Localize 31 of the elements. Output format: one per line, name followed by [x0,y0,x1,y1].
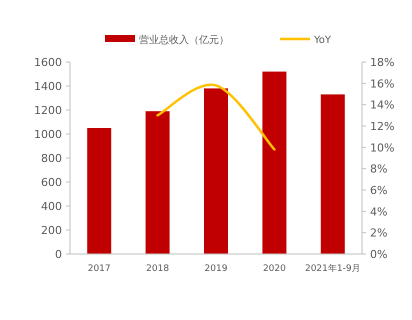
y-tick-label: 0 [55,248,62,261]
y2-tick-label: 10% [370,141,394,154]
bar [262,72,286,254]
x-tick-label: 2018 [146,264,170,274]
y-tick-label: 600 [41,176,62,189]
y-tick-label: 1600 [34,56,62,69]
bar [320,94,345,254]
y2-tick-label: 2% [370,226,388,240]
y2-tick-label: 6% [370,184,388,197]
y-tick-label: 200 [41,224,62,237]
y-tick-label: 1400 [34,80,62,93]
x-tick-label: 2020 [262,264,286,274]
y2-tick-label: 14% [370,98,394,112]
y2-tick-label: 4% [370,205,388,218]
bar [204,88,228,254]
y-tick-label: 400 [41,200,62,213]
y2-tick-label: 16% [370,77,394,90]
y2-tick-label: 0% [370,248,388,261]
x-tick-label: 2021年1-9月 [304,263,361,274]
y2-tick-label: 8% [370,162,388,176]
legend-label: YoY [313,35,332,46]
bar [87,128,112,254]
legend-label: 营业总收入（亿元） [139,34,229,46]
y-tick-label: 1000 [34,128,62,141]
x-tick-label: 2017 [88,264,111,274]
y-tick-label: 800 [41,152,62,165]
y-tick-label: 1200 [34,104,62,117]
x-tick-label: 2019 [204,264,228,274]
y2-tick-label: 12% [370,120,394,133]
y2-tick-label: 18% [370,56,394,69]
bar [146,111,170,254]
